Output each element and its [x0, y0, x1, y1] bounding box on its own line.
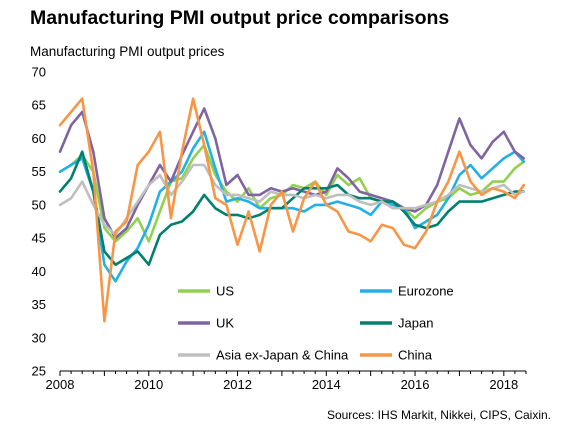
- series-line-eurozone: [58, 130, 526, 283]
- x-tick-label: 2018: [489, 377, 518, 392]
- y-tick-label: 50: [32, 197, 46, 212]
- y-tick-label: 40: [32, 264, 46, 279]
- series-lines: [58, 97, 526, 323]
- legend-label-china: China: [398, 348, 433, 363]
- x-tick-label: 2016: [401, 377, 430, 392]
- series-line-asia-ex-japan-china: [58, 163, 526, 237]
- legend-label-uk: UK: [216, 316, 234, 331]
- y-tick-label: 60: [32, 131, 46, 146]
- y-tick-label: 35: [32, 297, 46, 312]
- y-tick-label: 25: [32, 364, 46, 379]
- x-tick-label: 2010: [134, 377, 163, 392]
- legend-label-eurozone: Eurozone: [398, 284, 454, 299]
- y-tick-label: 70: [32, 65, 46, 80]
- y-tick-label: 45: [32, 231, 46, 246]
- chart-title: Manufacturing PMI output price compariso…: [30, 7, 450, 29]
- legend: US Eurozone UK Japan Asia ex-Japan & China Ch…: [178, 284, 454, 363]
- legend-label-japan: Japan: [398, 316, 433, 331]
- y-tick-label: 55: [32, 164, 46, 179]
- axes: 25 30 35 40 45 50 55 60 65 70 2008 2010 2012 2014 2016…: [32, 65, 527, 392]
- legend-label-us: US: [216, 284, 234, 299]
- source-note: Sources: IHS Markit, Nikkei, CIPS, Caixi…: [326, 408, 551, 422]
- series-line-china: [58, 97, 526, 323]
- x-tick-label: 2012: [223, 377, 252, 392]
- series-line-uk: [58, 107, 526, 240]
- y-tick-label: 30: [32, 330, 46, 345]
- x-tick-label: 2008: [46, 377, 75, 392]
- y-tick-label: 65: [32, 98, 46, 113]
- y-axis-title: Manufacturing PMI output prices: [30, 44, 225, 59]
- series-line-japan: [58, 150, 526, 267]
- x-tick-label: 2014: [312, 377, 341, 392]
- legend-label-asia-ex-japan-china: Asia ex-Japan & China: [216, 348, 349, 363]
